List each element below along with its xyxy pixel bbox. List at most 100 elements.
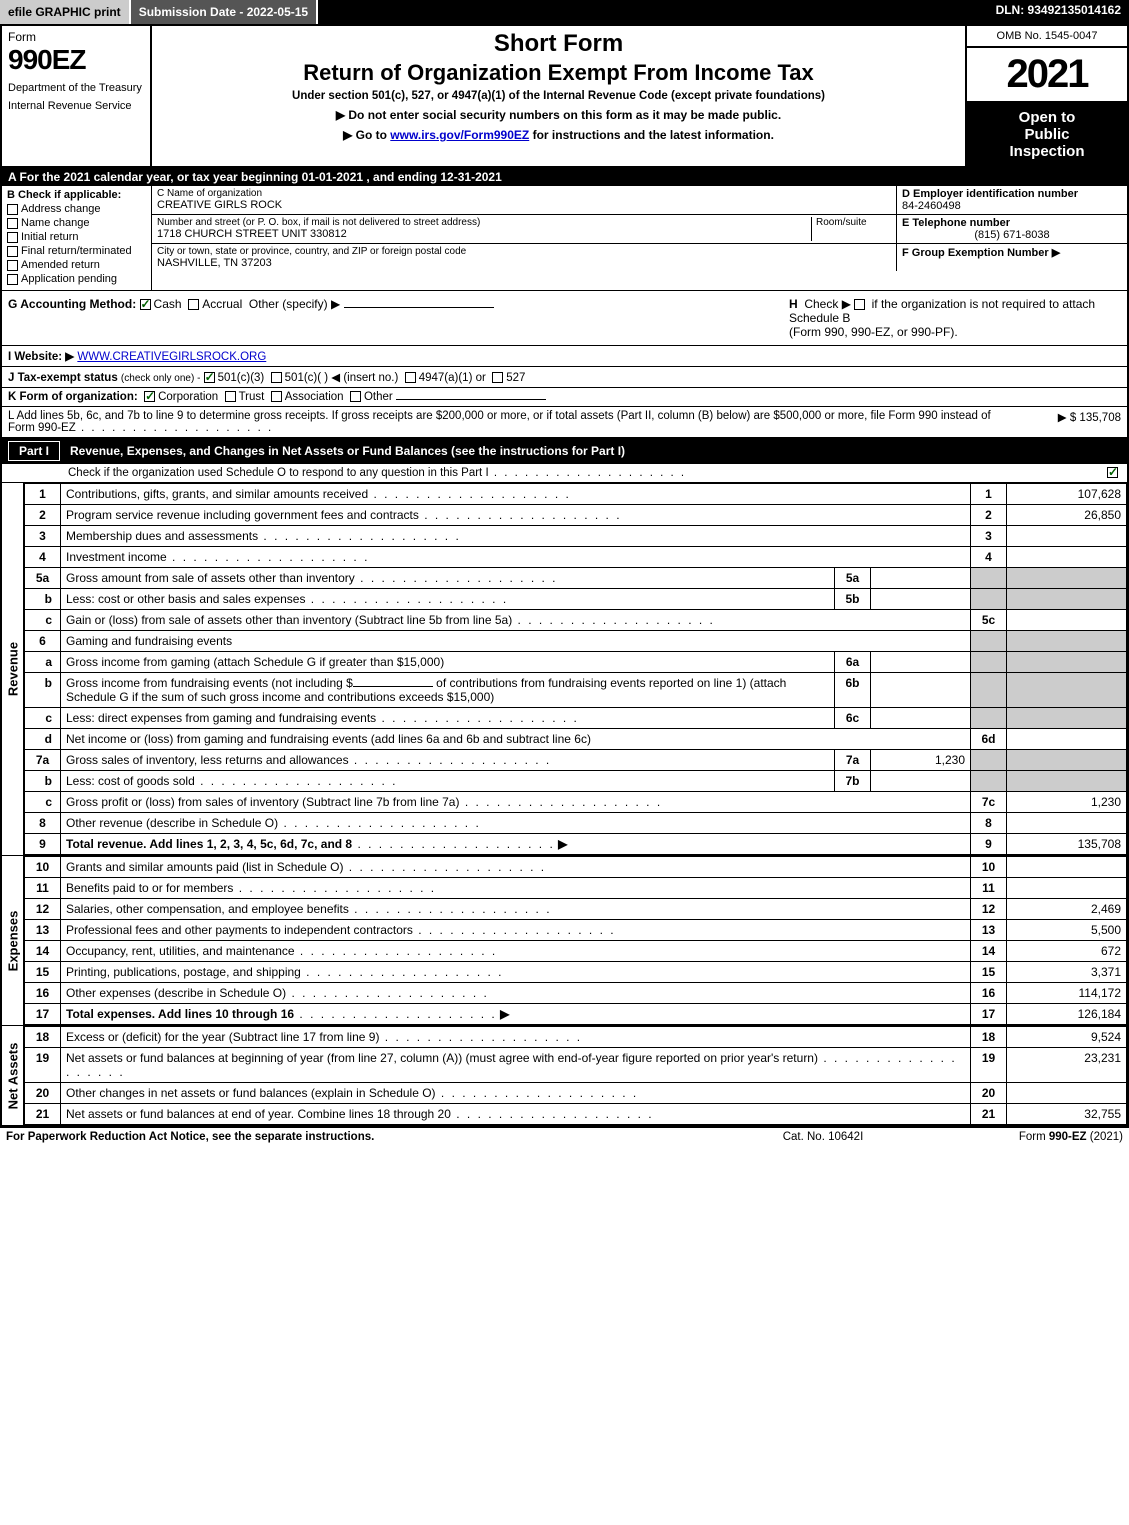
i-label: I Website: ▶ [8,351,74,363]
cb-schedule-o-part1[interactable] [1107,467,1118,478]
cb-501c[interactable] [271,372,282,383]
line-1: 1Contributions, gifts, grants, and simil… [25,484,1127,505]
cb-4947[interactable] [405,372,416,383]
line-6a: aGross income from gaming (attach Schedu… [25,652,1127,673]
line-19: 19Net assets or fund balances at beginni… [25,1048,1127,1083]
lbl-corporation: Corporation [158,391,218,403]
cb-initial-return[interactable] [7,232,18,243]
cb-application-pending[interactable] [7,274,18,285]
line-5c: cGain or (loss) from sale of assets othe… [25,610,1127,631]
tax-year: 2021 [967,48,1127,103]
lbl-501c: 501(c)( ) ◀ (insert no.) [285,372,399,384]
lbl-amended-return: Amended return [21,259,100,271]
row-l-gross-receipts: L Add lines 5b, 6c, and 7b to line 9 to … [2,407,1127,438]
cb-527[interactable] [492,372,503,383]
net-assets-vlabel: Net Assets [2,1026,24,1125]
line-4: 4Investment income4 [25,547,1127,568]
revenue-vlabel: Revenue [2,483,24,855]
org-name: CREATIVE GIRLS ROCK [157,199,891,211]
instr-goto-pre: ▶ Go to [343,128,390,142]
h-text3: (Form 990, 990-EZ, or 990-PF). [789,325,958,339]
paperwork-notice: For Paperwork Reduction Act Notice, see … [6,1131,723,1143]
cb-schedule-b[interactable] [854,299,865,310]
line-20: 20Other changes in net assets or fund ba… [25,1083,1127,1104]
omb-number: OMB No. 1545-0047 [967,26,1127,48]
l-text: L Add lines 5b, 6c, and 7b to line 9 to … [8,410,1001,434]
form-number: 990EZ [8,44,144,76]
e-phone-cell: E Telephone number (815) 671-8038 [897,215,1127,243]
lbl-other-specify: Other (specify) ▶ [249,297,340,311]
g-accounting: G Accounting Method: Cash Accrual Other … [8,297,781,339]
line-7c: cGross profit or (loss) from sales of in… [25,792,1127,813]
website-link[interactable]: WWW.CREATIVEGIRLSROCK.ORG [77,351,266,363]
f-label: F Group Exemption Number ▶ [902,246,1122,259]
phone-value: (815) 671-8038 [902,229,1122,241]
street-address: 1718 CHURCH STREET UNIT 330812 [157,228,811,240]
form-990ez: Form 990EZ Department of the Treasury In… [0,24,1129,1127]
cb-association[interactable] [271,391,282,402]
line-21: 21Net assets or fund balances at end of … [25,1104,1127,1125]
cb-trust[interactable] [225,391,236,402]
row-k-form-org: K Form of organization: Corporation Trus… [2,388,1127,407]
c-city-label: City or town, state or province, country… [157,246,891,257]
line-5a: 5aGross amount from sale of assets other… [25,568,1127,589]
cb-corporation[interactable] [144,391,155,402]
h-schedule-b: H Check ▶ if the organization is not req… [781,297,1121,339]
line-6d: dNet income or (loss) from gaming and fu… [25,729,1127,750]
topbar-spacer [318,0,987,24]
top-bar: efile GRAPHIC print Submission Date - 20… [0,0,1129,24]
line-9: 9Total revenue. Add lines 1, 2, 3, 4, 5c… [25,834,1127,855]
cb-name-change[interactable] [7,218,18,229]
submission-date: Submission Date - 2022-05-15 [131,0,318,24]
expenses-section: Expenses 10Grants and similar amounts pa… [2,856,1127,1026]
efile-print-button[interactable]: efile GRAPHIC print [0,0,131,24]
open-line3: Inspection [971,143,1123,160]
row-i-website: I Website: ▶ WWW.CREATIVEGIRLSROCK.ORG [2,346,1127,367]
room-suite-label: Room/suite [816,217,891,228]
part-1-header: Part I Revenue, Expenses, and Changes in… [2,438,1127,464]
cb-accrual[interactable] [188,299,199,310]
f-group-cell: F Group Exemption Number ▶ [897,244,1127,271]
form-word: Form [8,30,144,44]
line-18: 18Excess or (deficit) for the year (Subt… [25,1027,1127,1048]
form-header: Form 990EZ Department of the Treasury In… [2,26,1127,168]
cb-other-org[interactable] [350,391,361,402]
revenue-table: 1Contributions, gifts, grants, and simil… [24,483,1127,855]
net-assets-section: Net Assets 18Excess or (deficit) for the… [2,1026,1127,1125]
ein-value: 84-2460498 [902,200,1122,212]
lbl-trust: Trust [239,391,265,403]
j-label: J Tax-exempt status [8,372,118,384]
dept-irs: Internal Revenue Service [8,100,144,112]
d-label: D Employer identification number [902,188,1122,200]
line-14: 14Occupancy, rent, utilities, and mainte… [25,941,1127,962]
b-label: B [7,189,15,201]
irs-link[interactable]: www.irs.gov/Form990EZ [390,128,529,142]
cb-501c3[interactable] [204,372,215,383]
c-street-label: Number and street (or P. O. box, if mail… [157,217,811,228]
line-11: 11Benefits paid to or for members11 [25,878,1127,899]
expenses-table: 10Grants and similar amounts paid (list … [24,856,1127,1025]
line-12: 12Salaries, other compensation, and empl… [25,899,1127,920]
c-name-cell: C Name of organization CREATIVE GIRLS RO… [152,186,897,214]
line-6c: cLess: direct expenses from gaming and f… [25,708,1127,729]
line-6b: bGross income from fundraising events (n… [25,673,1127,708]
line-8: 8Other revenue (describe in Schedule O)8 [25,813,1127,834]
part-1-check-text: Check if the organization used Schedule … [8,467,1107,479]
lbl-other-org: Other [364,391,393,403]
header-center: Short Form Return of Organization Exempt… [152,26,967,166]
line-10: 10Grants and similar amounts paid (list … [25,857,1127,878]
cb-cash[interactable] [140,299,151,310]
cb-final-return[interactable] [7,246,18,257]
open-line2: Public [971,126,1123,143]
h-check: Check ▶ [804,297,851,311]
row-a-tax-year: A For the 2021 calendar year, or tax yea… [2,168,1127,186]
line-7b: bLess: cost of goods sold7b [25,771,1127,792]
row-g-h: G Accounting Method: Cash Accrual Other … [2,291,1127,346]
line-13: 13Professional fees and other payments t… [25,920,1127,941]
cb-address-change[interactable] [7,204,18,215]
cb-amended-return[interactable] [7,260,18,271]
lbl-address-change: Address change [21,203,101,215]
line-7a: 7aGross sales of inventory, less returns… [25,750,1127,771]
dept-treasury: Department of the Treasury [8,82,144,94]
part-1-title: Revenue, Expenses, and Changes in Net As… [70,444,1121,458]
